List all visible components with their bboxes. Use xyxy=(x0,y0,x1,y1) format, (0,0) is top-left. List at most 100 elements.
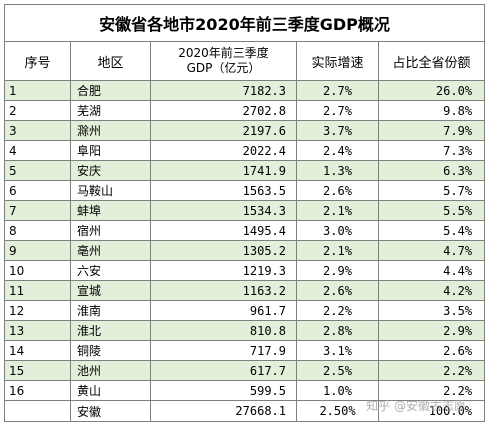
cell-no[interactable]: 12 xyxy=(4,300,71,321)
cell-city[interactable]: 蚌埠 xyxy=(70,200,151,221)
table-row: 4 阜阳 2022.4 2.4% 7.3% xyxy=(4,140,486,161)
cell-gdp[interactable]: 1741.9 xyxy=(150,160,297,181)
cell-share[interactable]: 26.0% xyxy=(377,80,486,101)
cell-city[interactable]: 阜阳 xyxy=(70,140,151,161)
cell-growth[interactable]: 2.6% xyxy=(296,280,379,301)
cell-no[interactable]: 6 xyxy=(4,180,71,201)
cell-share[interactable]: 7.3% xyxy=(377,140,486,161)
cell-growth[interactable]: 1.0% xyxy=(296,380,379,401)
table-row: 5 安庆 1741.9 1.3% 6.3% xyxy=(4,160,486,181)
cell-share[interactable]: 3.5% xyxy=(377,300,486,321)
cell-share[interactable]: 2.2% xyxy=(377,380,486,401)
cell-no[interactable]: 10 xyxy=(4,260,71,281)
cell-growth[interactable]: 2.2% xyxy=(296,300,379,321)
cell-city[interactable]: 淮南 xyxy=(70,300,151,321)
header-share[interactable]: 占比全省份额 xyxy=(377,41,486,81)
cell-city[interactable]: 宿州 xyxy=(70,220,151,241)
cell-no[interactable]: 7 xyxy=(4,200,71,221)
cell-no[interactable]: 14 xyxy=(4,340,71,361)
cell-gdp[interactable]: 2022.4 xyxy=(150,140,297,161)
cell-city[interactable]: 池州 xyxy=(70,360,151,381)
cell-no[interactable]: 8 xyxy=(4,220,71,241)
cell-share[interactable]: 7.9% xyxy=(377,120,486,141)
cell-share[interactable]: 5.5% xyxy=(377,200,486,221)
cell-gdp[interactable]: 617.7 xyxy=(150,360,297,381)
cell-share[interactable]: 6.3% xyxy=(377,160,486,181)
cell-growth[interactable]: 2.7% xyxy=(296,80,379,101)
table-row: 8 宿州 1495.4 3.0% 5.4% xyxy=(4,220,486,241)
cell-no[interactable]: 2 xyxy=(4,100,71,121)
cell-growth[interactable]: 1.3% xyxy=(296,160,379,181)
cell-city[interactable]: 合肥 xyxy=(70,80,151,101)
cell-city[interactable]: 六安 xyxy=(70,260,151,281)
cell-share[interactable]: 2.2% xyxy=(377,360,486,381)
cell-gdp[interactable]: 1534.3 xyxy=(150,200,297,221)
table-row: 15 池州 617.7 2.5% 2.2% xyxy=(4,360,486,381)
table-row: 12 淮南 961.7 2.2% 3.5% xyxy=(4,300,486,321)
cell-growth[interactable]: 2.1% xyxy=(296,200,379,221)
header-growth[interactable]: 实际增速 xyxy=(296,41,379,81)
cell-gdp[interactable]: 1219.3 xyxy=(150,260,297,281)
cell-no[interactable]: 9 xyxy=(4,240,71,261)
cell-growth[interactable]: 2.8% xyxy=(296,320,379,341)
cell-gdp[interactable]: 717.9 xyxy=(150,340,297,361)
cell-gdp[interactable]: 7182.3 xyxy=(150,80,297,101)
cell-gdp[interactable]: 1495.4 xyxy=(150,220,297,241)
cell-city[interactable]: 芜湖 xyxy=(70,100,151,121)
cell-gdp[interactable]: 2197.6 xyxy=(150,120,297,141)
table-row: 10 六安 1219.3 2.9% 4.4% xyxy=(4,260,486,281)
cell-city[interactable]: 马鞍山 xyxy=(70,180,151,201)
cell-share[interactable]: 2.9% xyxy=(377,320,486,341)
cell-no[interactable]: 16 xyxy=(4,380,71,401)
header-city[interactable]: 地区 xyxy=(70,41,151,81)
cell-gdp[interactable]: 2702.8 xyxy=(150,100,297,121)
table-row: 6 马鞍山 1563.5 2.6% 5.7% xyxy=(4,180,486,201)
cell-no[interactable]: 13 xyxy=(4,320,71,341)
cell-share[interactable]: 9.8% xyxy=(377,100,486,121)
cell-gdp[interactable]: 961.7 xyxy=(150,300,297,321)
cell-city[interactable]: 宣城 xyxy=(70,280,151,301)
cell-city[interactable]: 滁州 xyxy=(70,120,151,141)
total-cell-gdp[interactable]: 27668.1 xyxy=(150,400,297,422)
total-cell-city[interactable]: 安徽 xyxy=(70,400,151,422)
cell-growth[interactable]: 2.1% xyxy=(296,240,379,261)
cell-city[interactable]: 铜陵 xyxy=(70,340,151,361)
cell-no[interactable]: 11 xyxy=(4,280,71,301)
cell-growth[interactable]: 2.7% xyxy=(296,100,379,121)
cell-city[interactable]: 安庆 xyxy=(70,160,151,181)
header-no[interactable]: 序号 xyxy=(4,41,71,81)
cell-share[interactable]: 5.4% xyxy=(377,220,486,241)
header-gdp[interactable]: 2020年前三季度 GDP（亿元） xyxy=(150,41,297,81)
cell-city[interactable]: 淮北 xyxy=(70,320,151,341)
cell-no[interactable]: 1 xyxy=(4,80,71,101)
cell-share[interactable]: 4.4% xyxy=(377,260,486,281)
cell-growth[interactable]: 2.9% xyxy=(296,260,379,281)
cell-no[interactable]: 5 xyxy=(4,160,71,181)
cell-no[interactable]: 4 xyxy=(4,140,71,161)
total-cell-growth[interactable]: 2.50% xyxy=(296,400,379,422)
cell-no[interactable]: 3 xyxy=(4,120,71,141)
cell-gdp[interactable]: 1163.2 xyxy=(150,280,297,301)
cell-growth[interactable]: 3.0% xyxy=(296,220,379,241)
cell-city[interactable]: 亳州 xyxy=(70,240,151,261)
cell-share[interactable]: 4.2% xyxy=(377,280,486,301)
cell-share[interactable]: 5.7% xyxy=(377,180,486,201)
cell-gdp[interactable]: 599.5 xyxy=(150,380,297,401)
cell-growth[interactable]: 2.5% xyxy=(296,360,379,381)
cell-gdp[interactable]: 1563.5 xyxy=(150,180,297,201)
cell-growth[interactable]: 2.4% xyxy=(296,140,379,161)
cell-growth[interactable]: 3.1% xyxy=(296,340,379,361)
total-cell-share[interactable]: 100.0% xyxy=(377,400,486,422)
cell-growth[interactable]: 3.7% xyxy=(296,120,379,141)
cell-city[interactable]: 黄山 xyxy=(70,380,151,401)
total-cell-no[interactable] xyxy=(4,400,71,422)
cell-share[interactable]: 2.6% xyxy=(377,340,486,361)
cell-gdp[interactable]: 810.8 xyxy=(150,320,297,341)
cell-no[interactable]: 15 xyxy=(4,360,71,381)
cell-growth[interactable]: 2.6% xyxy=(296,180,379,201)
table-row: 2 芜湖 2702.8 2.7% 9.8% xyxy=(4,100,486,121)
cell-gdp[interactable]: 1305.2 xyxy=(150,240,297,261)
cell-share[interactable]: 4.7% xyxy=(377,240,486,261)
table-row: 13 淮北 810.8 2.8% 2.9% xyxy=(4,320,486,341)
table-row: 1 合肥 7182.3 2.7% 26.0% xyxy=(4,80,486,101)
